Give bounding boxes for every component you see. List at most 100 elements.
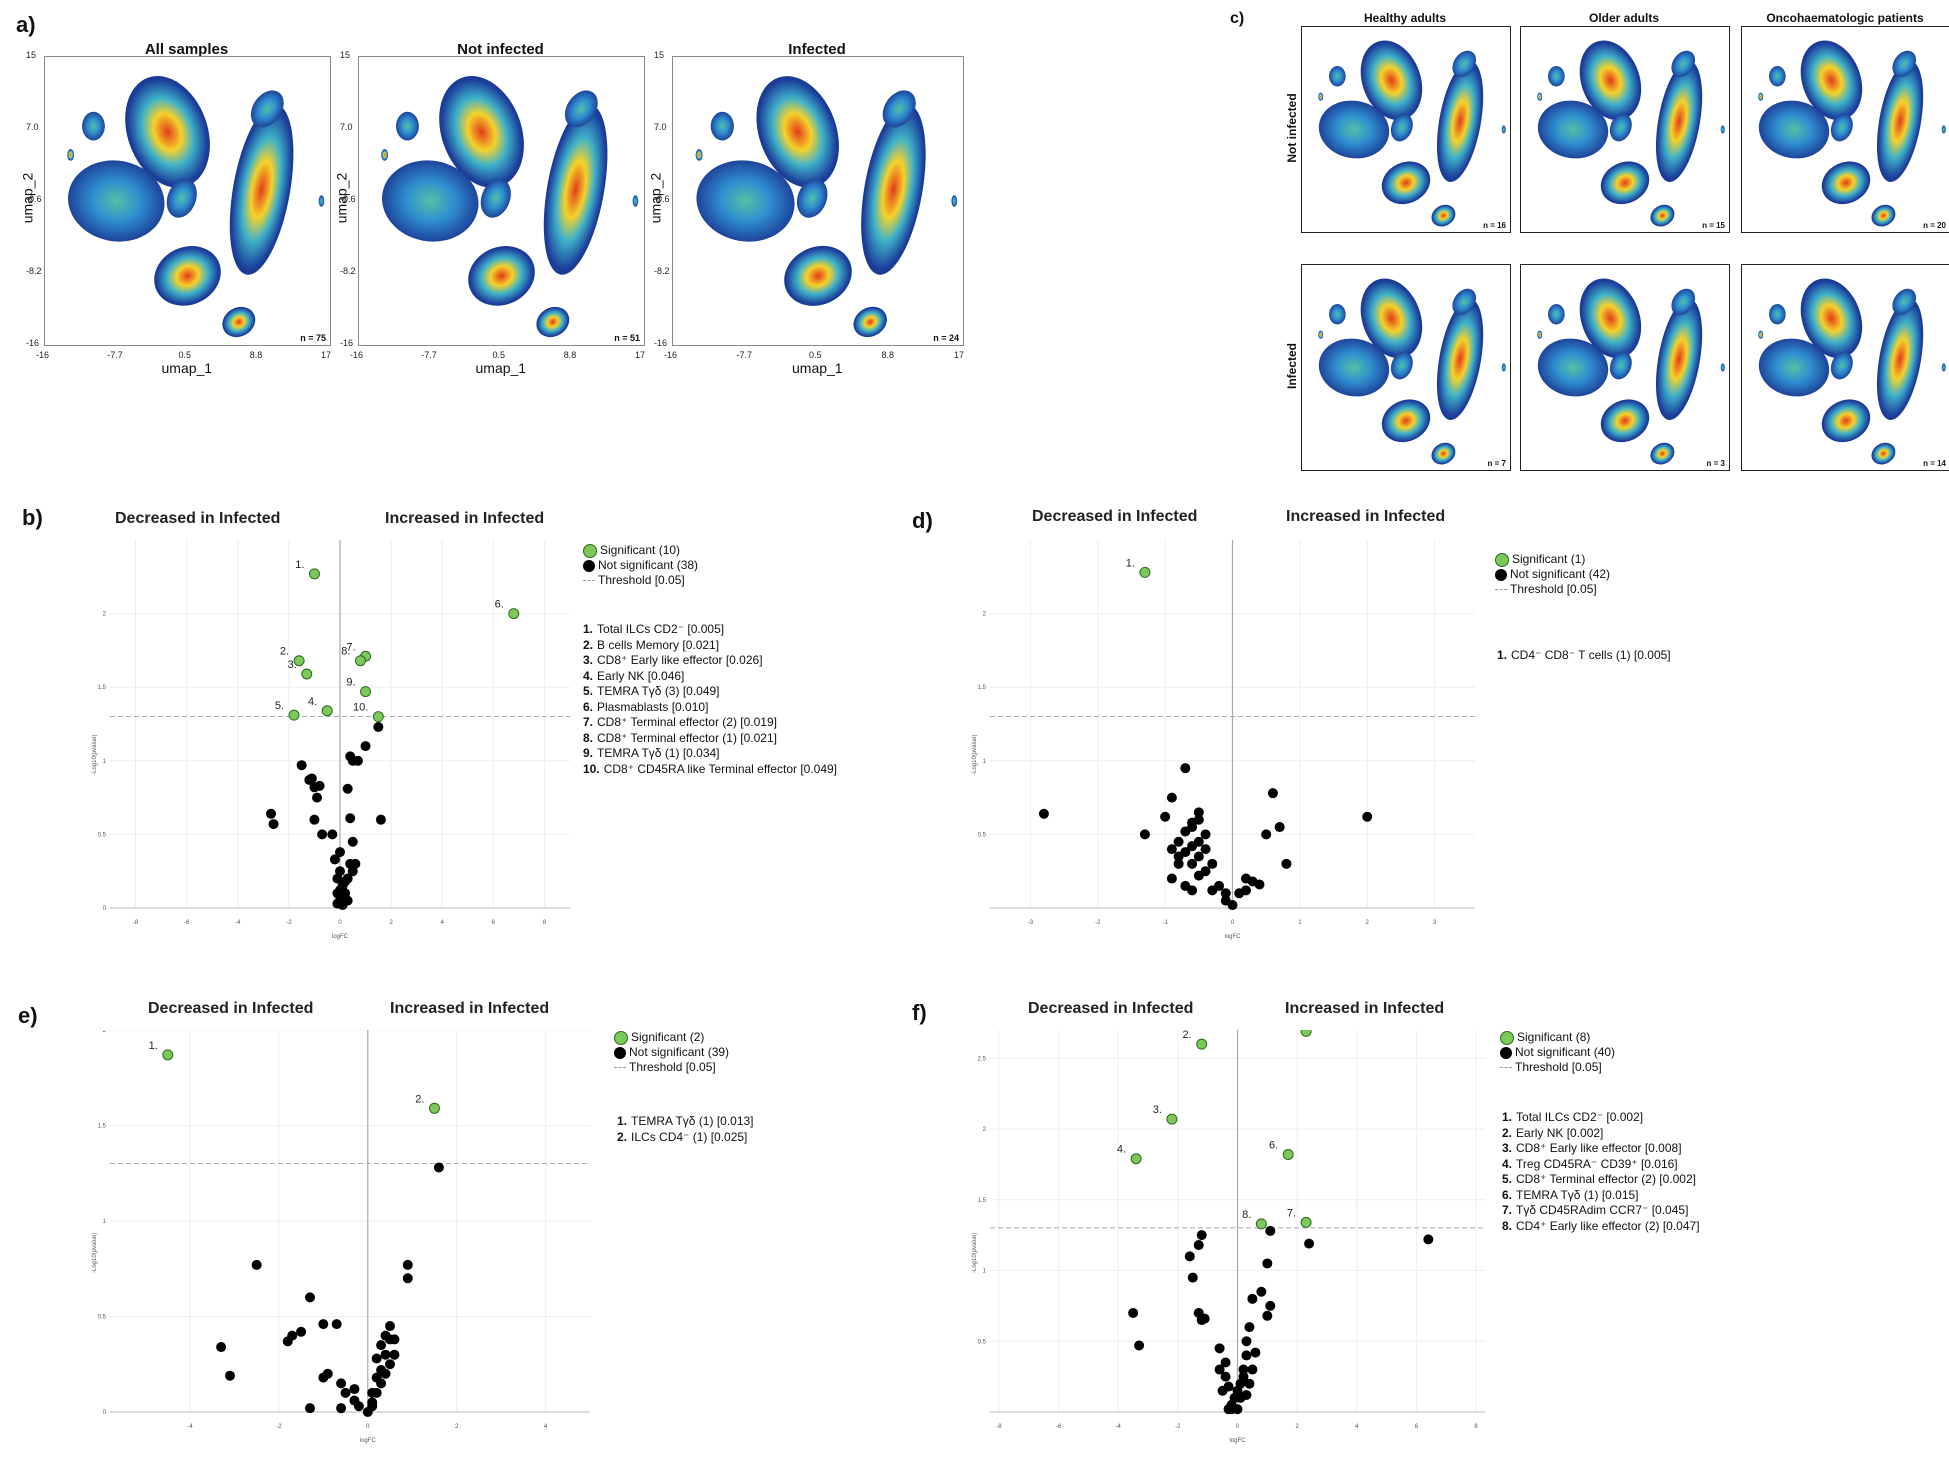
point-label: 7. — [1287, 1207, 1296, 1219]
nonsignificant-point — [402, 1273, 413, 1284]
x-tick-label: 2 — [1295, 1424, 1299, 1430]
nonsignificant-point — [350, 858, 361, 869]
volcano-plot-b: -8 -6 -4 -2 0 2 4 6 8 0 0.5 1 1.5 2 logFC -Log10(pvalue… — [90, 540, 590, 958]
note-item: 2. Early NK [0.002] — [1502, 1125, 1604, 1140]
nonsignificant-point — [347, 836, 358, 847]
density-cluster — [1436, 298, 1484, 420]
nonsignificant-point — [1254, 879, 1265, 890]
x-tick-label: -2 — [1095, 920, 1101, 926]
significant-point — [428, 1102, 440, 1114]
nonsignificant-point — [1187, 1272, 1198, 1283]
point-label: 6. — [1269, 1140, 1278, 1152]
nonsignificant-point — [1038, 808, 1049, 819]
density-cluster — [1537, 338, 1609, 397]
point-label: 6. — [495, 599, 504, 611]
umap-plot-2: n = 24 — [672, 56, 964, 346]
umap-ytick: 15 — [340, 50, 351, 60]
density-cluster — [1501, 363, 1506, 372]
nonsignificant-point — [1223, 1381, 1234, 1392]
density-cluster — [1360, 278, 1423, 359]
density-cluster — [68, 160, 165, 242]
density-cluster — [1941, 363, 1946, 372]
nonsignificant-point — [1241, 1390, 1252, 1401]
volcano-right-head: Increased in Infected — [390, 1000, 550, 1017]
nonsignificant-point — [1173, 851, 1184, 862]
nonsignificant-point — [336, 1378, 347, 1389]
nonsignificant-point — [1265, 1225, 1276, 1236]
note-item: 5. CD8⁺ Terminal effector (2) [0.002] — [1502, 1172, 1696, 1186]
umap-plot-0: n = 75 — [44, 56, 331, 346]
density-cluster — [396, 111, 419, 141]
density-cluster — [796, 178, 828, 218]
grid-cell: n = 7 — [1301, 264, 1511, 471]
nonsignificant-point — [318, 1319, 329, 1330]
density-cluster — [1758, 100, 1830, 159]
umap-xtick: 0.5 — [809, 350, 822, 360]
umap-ytick: 7.0 — [340, 122, 353, 132]
nonsignificant-point — [1262, 1310, 1273, 1321]
grid-cell: n = 14 — [1741, 264, 1949, 471]
point-label: 4. — [308, 696, 317, 708]
density-cluster — [1720, 125, 1725, 134]
density-cluster — [536, 306, 570, 338]
density-cluster — [1329, 65, 1346, 87]
threshold-legend-icon — [1495, 589, 1507, 590]
density-cluster — [125, 76, 210, 188]
nonsignificant-point — [1362, 811, 1373, 822]
density-cluster — [382, 160, 479, 242]
y-tick-label: 0 — [103, 1410, 107, 1416]
y-tick-label: 1.5 — [98, 685, 107, 691]
nonsignificant-point — [433, 1162, 444, 1173]
nonsignificant-point — [268, 819, 279, 830]
y-tick-label: 1 — [983, 1269, 987, 1275]
umap-xtick: 8.8 — [563, 350, 577, 360]
density-cluster — [543, 104, 608, 275]
x-axis-label: logFC — [332, 934, 349, 940]
nonsignificant-point — [1193, 814, 1204, 825]
umap-ytick: -8.2 — [26, 266, 42, 276]
x-tick-label: 8 — [1474, 1424, 1478, 1430]
x-tick-label: -1 — [1162, 920, 1168, 926]
y-axis-label: -Log10(pvalue) — [92, 1233, 98, 1273]
y-tick-label: 1.5 — [98, 1124, 107, 1130]
nonsignificant-point — [367, 1387, 378, 1398]
density-cluster — [1830, 113, 1853, 142]
nonsignificant-point — [1247, 1293, 1258, 1304]
density-cluster — [1329, 303, 1346, 325]
grid-n: n = 15 — [1702, 221, 1725, 230]
nonsignificant-point — [367, 1401, 378, 1412]
density-cluster — [1381, 399, 1431, 443]
nonsignificant-point — [1240, 885, 1251, 896]
x-tick-label: 6 — [492, 920, 496, 926]
nonsignificant-point — [1200, 844, 1211, 855]
nonsignificant-point — [1180, 763, 1191, 774]
umap-xtick: 8.8 — [249, 350, 263, 360]
grid-row-head: Infected — [1285, 342, 1299, 389]
x-tick-label: 0 — [1231, 920, 1235, 926]
density-cluster — [1758, 338, 1830, 397]
nonsignificant-point — [1193, 1240, 1204, 1251]
nonsignificant-point — [312, 792, 322, 803]
nonsignificant-point — [371, 1372, 382, 1383]
significant-point — [1255, 1218, 1267, 1230]
nonsignificant-legend-icon — [1500, 1046, 1512, 1059]
density-cluster — [696, 160, 795, 242]
density-cluster — [564, 90, 598, 128]
nonsignificant-point — [314, 780, 325, 791]
note-item: 3. CD8⁺ Early like effector [0.026] — [583, 653, 763, 667]
x-axis-label: logFC — [360, 1438, 377, 1444]
grid-col-head: Oncohaematologic patients — [1766, 11, 1924, 25]
point-label: 3. — [1153, 1104, 1162, 1116]
y-tick-label: 2 — [103, 612, 107, 618]
density-cluster — [1769, 65, 1786, 87]
grid-n: n = 20 — [1923, 221, 1946, 230]
note-item: 5. TEMRA Tγδ (3) [0.049] — [583, 684, 720, 698]
umap-ylabel: umap_2 — [19, 172, 36, 224]
grid-cell: n = 3 — [1520, 264, 1730, 471]
note-item: 3. CD8⁺ Early like effector [0.008] — [1502, 1141, 1682, 1155]
umap-ytick: -8.2 — [340, 266, 356, 276]
density-cluster — [861, 104, 926, 275]
nonsignificant-point — [251, 1259, 262, 1270]
density-cluster — [1537, 100, 1609, 159]
x-tick-label: -4 — [235, 920, 241, 926]
